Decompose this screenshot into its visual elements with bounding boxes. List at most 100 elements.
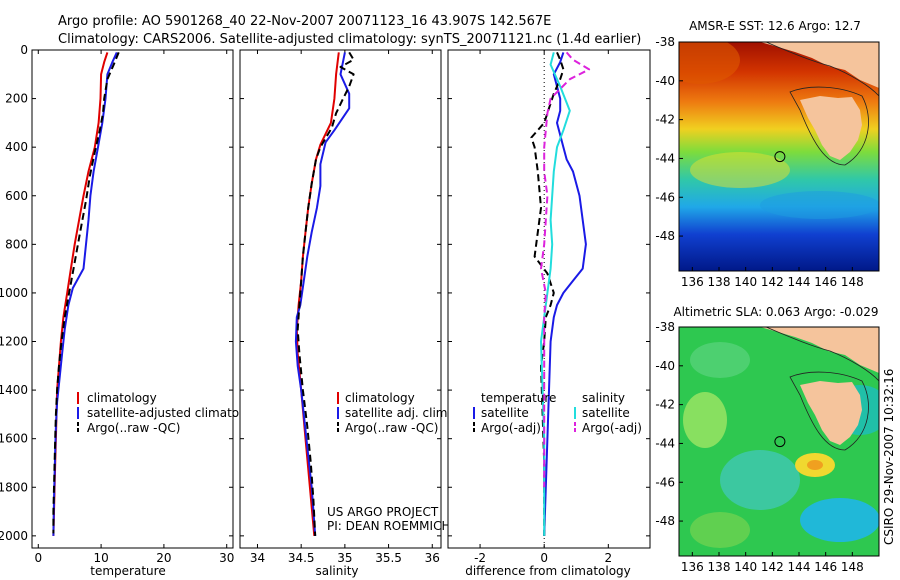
lat-tick-label: -40 <box>655 74 675 88</box>
mainland-coast <box>760 42 879 88</box>
lat-tick-label: -38 <box>655 35 675 49</box>
salinity-legend: climatology satellite adj. clim. Argo(..… <box>337 391 451 435</box>
legend-label-temp-argo: Argo(-adj) <box>481 421 541 435</box>
lat-tick-label: -48 <box>655 514 675 528</box>
float-position-marker <box>774 436 786 448</box>
x-tick-label: 34 <box>250 551 265 565</box>
header-line-2: Climatology: CARS2006. Satellite-adjuste… <box>58 32 641 47</box>
legend-group-temperature: temperature <box>481 391 556 405</box>
temperature-ticks: 0 10 20 30 0 200 400 600 800 1000 1200 1400 1600 1800… <box>0 43 234 565</box>
project-note-line-2: PI: DEAN ROEMMICH <box>327 519 450 533</box>
sla-field <box>679 327 879 556</box>
tasmania-island <box>800 96 862 160</box>
sst-map-ticks: 136 138 140 142 144 146 148 -38 -40 -42 -44 -46 -48 <box>655 35 863 289</box>
difference-panel: -2 0 2 difference from climatology tempera… <box>447 49 651 578</box>
series-line-2 <box>540 52 571 536</box>
x-tick-label: 20 <box>156 551 171 565</box>
lon-tick-label: 138 <box>708 275 731 289</box>
legend-group-salinity: salinity <box>582 391 625 405</box>
salinity-panel: 34 34.5 35 35.5 36 salinity climatology sate… <box>239 49 451 578</box>
legend-label-satellite-adjusted: satellite-adjusted climatology <box>87 406 265 420</box>
x-tick-label: 35.5 <box>375 551 402 565</box>
sla-negative-anomaly <box>800 498 879 542</box>
x-tick-label: 0 <box>34 551 42 565</box>
series-line-3 <box>540 51 591 488</box>
difference-lines <box>530 50 591 548</box>
sla-patch-4 <box>690 512 750 548</box>
y-tick-label: 600 <box>5 189 28 203</box>
y-tick-label: 1200 <box>0 335 28 349</box>
y-tick-label: 400 <box>5 140 28 154</box>
salinity-ticks: 34 34.5 35 35.5 36 <box>240 49 441 565</box>
shelf-contour <box>765 42 879 166</box>
sst-map-frame <box>678 41 880 272</box>
mainland-coast <box>760 327 879 373</box>
x-tick-label: 34.5 <box>288 551 315 565</box>
lat-tick-label: -40 <box>655 359 675 373</box>
sla-map-frame <box>678 326 880 557</box>
lon-tick-label: 144 <box>788 560 811 574</box>
sst-field <box>679 42 879 271</box>
sla-patch-3 <box>720 450 800 510</box>
difference-legend: temperature salinity satellite Argo(-adj… <box>473 391 642 435</box>
sst-cool-patch <box>760 191 879 219</box>
sla-positive-anomaly-core <box>807 460 823 470</box>
shelf-contour <box>765 327 879 451</box>
legend-label-argo: Argo(..raw -QC) <box>87 421 180 435</box>
y-tick-label: 1800 <box>0 480 28 494</box>
sst-map-panel: AMSR-E SST: 12.6 Argo: 12.7 136 138 140 142… <box>655 19 880 289</box>
lat-tick-label: -46 <box>655 190 675 204</box>
y-tick-label: 1000 <box>0 286 28 300</box>
sla-map-title: Altimetric SLA: 0.063 Argo: -0.029 <box>673 305 878 319</box>
lon-tick-label: 138 <box>708 560 731 574</box>
lon-tick-label: 136 <box>681 560 704 574</box>
lat-tick-label: -48 <box>655 229 675 243</box>
x-tick-label: 10 <box>93 551 108 565</box>
temperature-panel: 0 10 20 30 0 200 400 600 800 1000 1200 1400 1600 1800… <box>0 43 265 578</box>
float-position-marker <box>774 151 786 163</box>
sla-map-ticks: 136 138 140 142 144 146 148 -38 -40 -42 -44 -46 -48 <box>655 320 863 574</box>
legend-label-argo: Argo(..raw -QC) <box>345 421 438 435</box>
legend-label-satellite-adj: satellite adj. clim. <box>345 406 451 420</box>
timestamp-stamp: CSIRO 29-Nov-2007 10:32:16 <box>882 369 896 545</box>
sst-frontal-patch <box>690 152 790 188</box>
salinity-axes <box>239 49 442 549</box>
lat-tick-label: -46 <box>655 475 675 489</box>
temperature-legend: climatology satellite-adjusted climatolo… <box>77 391 265 435</box>
y-tick-label: 200 <box>5 92 28 106</box>
y-tick-label: 2000 <box>0 529 28 543</box>
lat-tick-label: -44 <box>655 436 675 450</box>
series-line-1 <box>294 52 351 536</box>
lon-tick-label: 148 <box>841 275 864 289</box>
y-tick-label: 1400 <box>0 383 28 397</box>
lat-tick-label: -44 <box>655 151 675 165</box>
lat-tick-label: -38 <box>655 320 675 334</box>
lon-tick-label: 142 <box>761 560 784 574</box>
temperature-lines <box>52 51 120 536</box>
legend-label-climatology: climatology <box>345 391 415 405</box>
tasmania-island <box>800 381 862 445</box>
project-note-line-1: US ARGO PROJECT <box>327 505 439 519</box>
x-tick-label: 2 <box>604 551 612 565</box>
lat-tick-label: -42 <box>655 113 675 127</box>
salinity-lines <box>294 51 355 536</box>
series-line-0 <box>543 52 587 536</box>
legend-label-sal-satellite: satellite <box>582 406 630 420</box>
temperature-xlabel: temperature <box>90 564 165 578</box>
lon-tick-label: 148 <box>841 560 864 574</box>
salinity-xlabel: salinity <box>315 564 358 578</box>
x-tick-label: -2 <box>474 551 486 565</box>
temperature-axes <box>31 49 234 549</box>
legend-label-temp-satellite: satellite <box>481 406 529 420</box>
y-tick-label: 800 <box>5 237 28 251</box>
lon-tick-label: 142 <box>761 275 784 289</box>
lat-tick-label: -42 <box>655 398 675 412</box>
series-line-2 <box>52 52 120 534</box>
y-tick-label: 0 <box>20 43 28 57</box>
sla-patch-2 <box>683 392 727 448</box>
y-tick-label: 1600 <box>0 432 28 446</box>
difference-ticks: -2 0 2 <box>448 49 650 565</box>
legend-label-climatology: climatology <box>87 391 157 405</box>
x-tick-label: 30 <box>219 551 234 565</box>
lon-tick-label: 140 <box>734 560 757 574</box>
